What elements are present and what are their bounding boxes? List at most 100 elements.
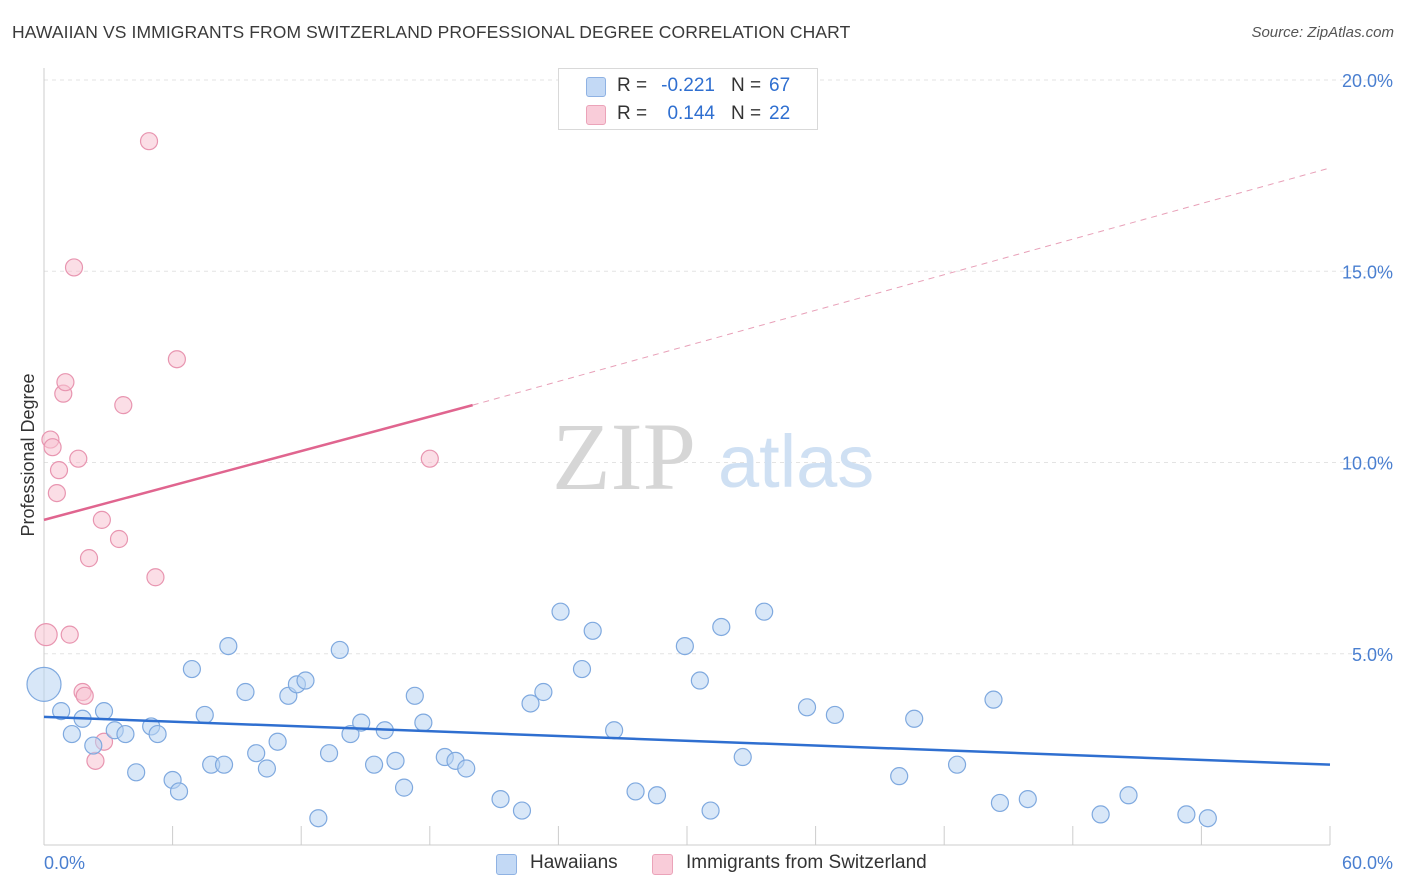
point-hawaiian <box>647 786 667 805</box>
point-hawaiian <box>1091 805 1110 824</box>
trend-line-switzerland-extended <box>472 167 1331 406</box>
point-switzerland <box>79 549 99 568</box>
y-tick-label: 20.0% <box>1342 71 1393 91</box>
point-hawaiian <box>984 690 1003 709</box>
point-hawaiian <box>1018 789 1037 809</box>
point-hawaiian <box>182 659 201 679</box>
point-hawaiian <box>414 713 433 732</box>
watermark-atlas: atlas <box>718 420 874 503</box>
point-switzerland <box>64 258 84 277</box>
point-hawaiian <box>605 721 624 740</box>
y-tick-label: 5.0% <box>1352 645 1393 665</box>
point-hawaiian <box>990 793 1010 813</box>
point-hawaiian <box>825 705 844 725</box>
point-hawaiian <box>219 636 238 656</box>
point-switzerland <box>69 449 88 468</box>
point-switzerland <box>86 751 105 770</box>
n-value: 67 <box>769 75 791 96</box>
r-label: R = <box>617 75 648 96</box>
point-hawaiian <box>512 801 532 820</box>
y-tick-label: 10.0% <box>1342 454 1393 474</box>
r-label: R = <box>617 103 648 124</box>
n-label: N = <box>731 103 762 124</box>
point-hawaiian <box>116 724 135 744</box>
y-tick-label: 15.0% <box>1342 262 1393 282</box>
point-hawaiian <box>701 801 720 820</box>
point-hawaiian <box>626 782 645 801</box>
point-hawaiian <box>236 682 255 702</box>
series-immigrants-from-switzerland <box>34 132 439 770</box>
axes <box>43 68 1331 846</box>
point-hawaiian <box>690 671 709 690</box>
point-hawaiian <box>797 698 817 717</box>
point-hawaiian <box>733 747 752 767</box>
point-hawaiian <box>890 767 909 786</box>
point-hawaiian <box>572 659 592 679</box>
point-hawaiian <box>94 702 114 721</box>
point-hawaiian <box>364 755 384 774</box>
point-hawaiian <box>195 705 214 725</box>
point-switzerland <box>49 461 69 480</box>
point-hawaiian <box>84 736 103 755</box>
point-hawaiian <box>62 724 81 744</box>
point-switzerland <box>114 396 133 415</box>
point-switzerland <box>139 132 159 151</box>
point-hawaiian <box>1198 809 1217 828</box>
trend-lines <box>43 167 1331 766</box>
n-label: N = <box>731 75 762 96</box>
stats-row-switzerland: R = 0.144 N = 22 <box>559 100 817 128</box>
point-switzerland <box>60 625 79 644</box>
grid-lines <box>44 79 1393 655</box>
point-hawaiian <box>521 694 540 713</box>
point-hawaiian <box>341 724 360 744</box>
point-switzerland <box>420 449 439 468</box>
watermark-zip: ZIP <box>552 403 696 510</box>
point-hawaiian <box>534 682 553 702</box>
series-legend: Hawaiians Immigrants from Switzerland <box>0 852 1406 878</box>
point-hawaiian <box>319 744 339 763</box>
trend-line-switzerland <box>43 403 473 522</box>
point-hawaiian <box>386 751 405 770</box>
r-value: -0.221 <box>661 75 715 96</box>
point-hawaiian <box>52 702 71 721</box>
point-hawaiian <box>491 789 510 809</box>
point-switzerland <box>34 623 58 647</box>
point-switzerland <box>47 484 66 503</box>
point-hawaiian <box>26 666 62 702</box>
point-hawaiian <box>457 759 476 778</box>
tick-labels: 5.0% 10.0% 15.0% 20.0% 0.0% 60.0% <box>44 71 1393 873</box>
point-hawaiian <box>148 724 167 744</box>
series-hawaiians <box>26 602 1217 828</box>
point-hawaiian <box>712 617 731 637</box>
legend-label: Hawaiians <box>530 852 618 873</box>
point-switzerland <box>56 373 75 392</box>
stats-legend: R = -0.221 N = 67 R = 0.144 N = 22 <box>558 68 818 130</box>
point-hawaiian <box>405 686 424 705</box>
swatch-pink-icon <box>586 105 606 125</box>
point-hawaiian <box>330 640 349 660</box>
legend-label: Immigrants from Switzerland <box>686 852 927 873</box>
point-hawaiian <box>257 759 277 778</box>
point-hawaiian <box>551 602 570 621</box>
watermark: ZIP atlas <box>552 403 874 510</box>
point-hawaiian <box>296 671 315 690</box>
swatch-blue-icon <box>586 77 606 97</box>
x-tick-label: 60.0% <box>1342 853 1393 873</box>
point-switzerland <box>92 510 111 529</box>
point-hawaiian <box>1177 805 1196 824</box>
point-hawaiian <box>214 755 234 774</box>
point-switzerland <box>109 529 129 549</box>
stats-row-hawaiians: R = -0.221 N = 67 <box>559 72 817 100</box>
point-hawaiian <box>309 809 328 828</box>
point-hawaiian <box>583 621 602 640</box>
swatch-pink-icon <box>652 854 673 875</box>
r-value: 0.144 <box>667 103 715 124</box>
trend-line-hawaiians <box>43 715 1331 766</box>
point-switzerland <box>43 438 62 457</box>
point-hawaiian <box>905 709 924 728</box>
y-axis-label: Professional Degree <box>18 373 38 536</box>
point-hawaiian <box>394 778 414 797</box>
chart-title: HAWAIIAN VS IMMIGRANTS FROM SWITZERLAND … <box>12 22 851 42</box>
point-hawaiian <box>1119 786 1138 805</box>
